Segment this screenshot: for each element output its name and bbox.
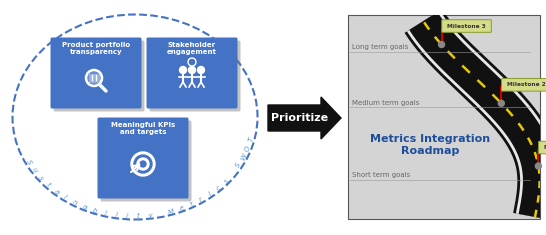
Text: s: s [223,177,230,184]
Text: S: S [26,159,33,166]
Text: W: W [240,153,248,161]
Text: i: i [207,191,213,197]
Text: Milestone 3: Milestone 3 [447,24,486,28]
Circle shape [498,100,505,106]
Text: r: r [198,196,204,203]
Text: s: s [38,175,45,181]
Text: l: l [115,212,117,218]
Text: u: u [31,167,38,174]
Circle shape [140,161,146,167]
Circle shape [86,70,102,86]
FancyBboxPatch shape [501,78,546,91]
FancyBboxPatch shape [146,38,238,109]
Text: a: a [52,188,60,195]
Text: t: t [189,201,194,208]
Text: Short term goals: Short term goals [352,172,410,179]
Text: Stakeholder
engagement: Stakeholder engagement [167,42,217,55]
FancyBboxPatch shape [88,74,99,82]
Text: a: a [81,203,87,211]
Text: Milestone 1: Milestone 1 [544,145,546,150]
Text: S: S [235,162,242,169]
Circle shape [438,42,444,47]
Text: n: n [71,199,78,206]
Text: M: M [168,208,175,215]
Text: Product portfolio
transparency: Product portfolio transparency [62,42,130,55]
Text: i: i [126,213,128,219]
Text: i: i [103,210,107,216]
FancyBboxPatch shape [50,38,141,109]
Text: e: e [179,205,185,212]
Text: O: O [244,145,252,152]
Text: t: t [137,213,140,219]
Circle shape [137,158,149,170]
FancyBboxPatch shape [54,40,145,111]
FancyBboxPatch shape [150,40,240,111]
FancyBboxPatch shape [442,20,491,32]
Circle shape [536,163,542,169]
Circle shape [134,155,152,173]
FancyBboxPatch shape [348,15,540,219]
Text: c: c [215,184,222,191]
Text: i: i [62,194,68,200]
Text: b: b [91,207,98,214]
FancyBboxPatch shape [98,118,188,199]
Text: y: y [147,212,152,219]
Text: T: T [247,137,254,142]
Text: t: t [45,182,51,188]
Circle shape [198,67,205,74]
FancyBboxPatch shape [538,141,546,154]
Text: Long term goals: Long term goals [352,44,408,51]
Text: Metrics Integration
Roadmap: Metrics Integration Roadmap [370,134,490,156]
Text: Milestone 2: Milestone 2 [507,82,545,87]
Text: Prioritize: Prioritize [271,113,328,123]
Circle shape [131,152,155,176]
Text: Medium term goals: Medium term goals [352,99,419,106]
FancyBboxPatch shape [100,121,192,201]
Text: Meaningful KPIs
and targets: Meaningful KPIs and targets [111,122,175,135]
Circle shape [180,67,187,74]
Circle shape [188,67,195,74]
FancyArrow shape [268,97,341,139]
